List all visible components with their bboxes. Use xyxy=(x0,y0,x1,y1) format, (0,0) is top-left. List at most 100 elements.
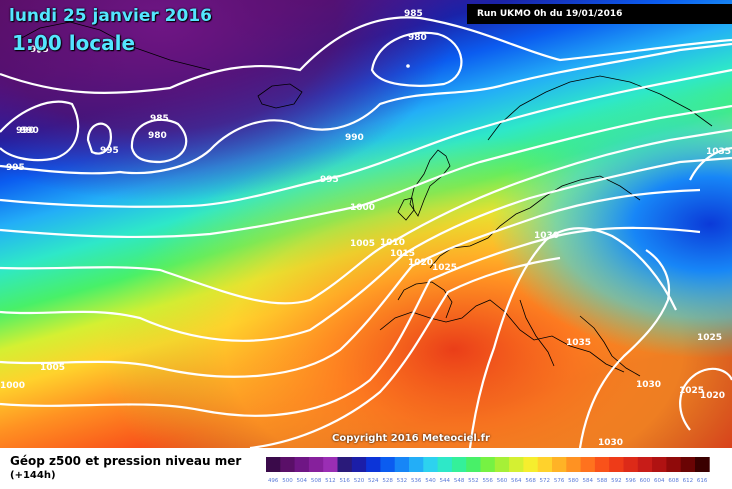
legend-swatch xyxy=(552,457,567,472)
isobar-label: 995 xyxy=(100,146,119,156)
isobar-980-north xyxy=(370,31,463,87)
greenland-coast xyxy=(17,21,211,71)
chart-footer: Géop z500 et pression niveau mer (+144h)… xyxy=(0,448,732,489)
isobar-995 xyxy=(0,68,732,208)
isobar-1030 xyxy=(468,227,677,448)
isobar-1025 xyxy=(249,256,561,448)
legend-value: 552 xyxy=(468,478,479,484)
isobar-label: 1000 xyxy=(350,203,375,213)
low-center-marker xyxy=(37,49,41,53)
scandinavia-coast xyxy=(487,75,713,141)
legend-value: 544 xyxy=(440,478,451,484)
legend-value: 520 xyxy=(354,478,365,484)
isobar-label: 1020 xyxy=(408,258,433,268)
iberia-coast xyxy=(397,281,453,319)
legend-value: 524 xyxy=(368,478,379,484)
legend-value: 560 xyxy=(497,478,508,484)
legend-value: 500 xyxy=(282,478,293,484)
isobar-label: 990 xyxy=(16,126,35,136)
legend-swatch xyxy=(566,457,581,472)
isobar-label: 995 xyxy=(320,175,339,185)
legend-value: 576 xyxy=(554,478,565,484)
legend-value: 540 xyxy=(425,478,436,484)
pressure-centers xyxy=(37,49,410,68)
isobar-1035-ne xyxy=(689,146,732,181)
isobar-1015 xyxy=(0,188,701,378)
legend-value: 564 xyxy=(511,478,522,484)
legend-swatch xyxy=(680,457,696,472)
legend-value: 604 xyxy=(654,478,665,484)
legend-value: 508 xyxy=(311,478,322,484)
isobar-label: 990 xyxy=(345,133,364,143)
isobar-1010 xyxy=(0,156,732,342)
legend-value: 556 xyxy=(482,478,493,484)
coastlines xyxy=(17,21,713,377)
isobar-1005 xyxy=(0,128,732,305)
legend-swatch xyxy=(480,457,496,472)
france-coast xyxy=(429,207,531,269)
isobar-label-group: 9959859809909959859809909959909951000100… xyxy=(0,9,731,448)
legend-value: 588 xyxy=(597,478,608,484)
isobar-990-west xyxy=(0,100,80,162)
legend-swatch xyxy=(466,457,481,472)
isobar-label: 980 xyxy=(408,33,427,43)
isobar-label: 1030 xyxy=(534,231,559,241)
balkans-coast xyxy=(579,315,641,377)
isobar-980-west xyxy=(130,118,188,164)
legend-swatch xyxy=(509,457,524,472)
legend-value: 608 xyxy=(668,478,679,484)
legend-value: 616 xyxy=(697,478,708,484)
legend-swatch xyxy=(323,457,338,472)
isobar-label: 1025 xyxy=(679,386,704,396)
isobar-label: 1000 xyxy=(0,381,25,391)
isobar-label: 995 xyxy=(6,163,25,173)
mediterranean-coast xyxy=(379,299,625,373)
isobar-label: 1030 xyxy=(636,380,661,390)
isobar-1025-east xyxy=(679,367,732,431)
legend-swatch xyxy=(623,457,639,472)
isobar-label: 1025 xyxy=(432,263,457,273)
legend-value: 496 xyxy=(268,478,279,484)
isobar-990 xyxy=(0,42,732,175)
ireland-coast xyxy=(397,197,415,221)
britain-coast xyxy=(409,149,451,217)
isobar-label: 1005 xyxy=(40,363,65,373)
isobar-label: 1015 xyxy=(390,249,415,259)
legend-swatch xyxy=(351,457,367,472)
legend-value: 504 xyxy=(297,478,308,484)
isobar-label: 990 xyxy=(20,126,39,136)
legend-swatch xyxy=(451,457,467,472)
legend-swatch xyxy=(280,457,295,472)
legend-swatch xyxy=(537,457,553,472)
legend-swatch xyxy=(652,457,667,472)
legend-swatch xyxy=(437,457,453,472)
legend-value: 592 xyxy=(611,478,622,484)
isobar-985 xyxy=(0,16,732,94)
legend-value: 512 xyxy=(325,478,336,484)
isobar-label: 985 xyxy=(150,114,169,124)
legend-swatch xyxy=(523,457,539,472)
forecast-date: lundi 25 janvier 2016 xyxy=(9,6,212,26)
model-run-label: Run UKMO 0h du 19/01/2016 xyxy=(467,4,732,24)
legend-swatch xyxy=(394,457,410,472)
baltic-coast xyxy=(529,175,641,209)
isobar-label: 1020 xyxy=(700,391,725,401)
color-legend: 496 500 504 508 512 516 520 524 528 532 536 540 544 5… xyxy=(266,457,710,484)
isobar-label: 1035 xyxy=(566,338,591,348)
legend-value: 596 xyxy=(625,478,636,484)
forecast-map: 9959859809909959859809909959909951000100… xyxy=(0,0,732,448)
legend-value: 580 xyxy=(568,478,579,484)
legend-swatch xyxy=(409,457,424,472)
legend-swatch xyxy=(637,457,653,472)
legend-value: 516 xyxy=(339,478,350,484)
legend-value: 528 xyxy=(382,478,393,484)
legend-value: 572 xyxy=(540,478,551,484)
legend-value: 536 xyxy=(411,478,422,484)
isobar-label: 980 xyxy=(148,131,167,141)
map-canvas: 9959859809909959859809909959909951000100… xyxy=(0,0,732,448)
northern-low-field xyxy=(0,0,732,448)
legend-swatch xyxy=(666,457,682,472)
isobar-label: 1035 xyxy=(706,147,731,157)
legend-swatch xyxy=(308,457,324,472)
